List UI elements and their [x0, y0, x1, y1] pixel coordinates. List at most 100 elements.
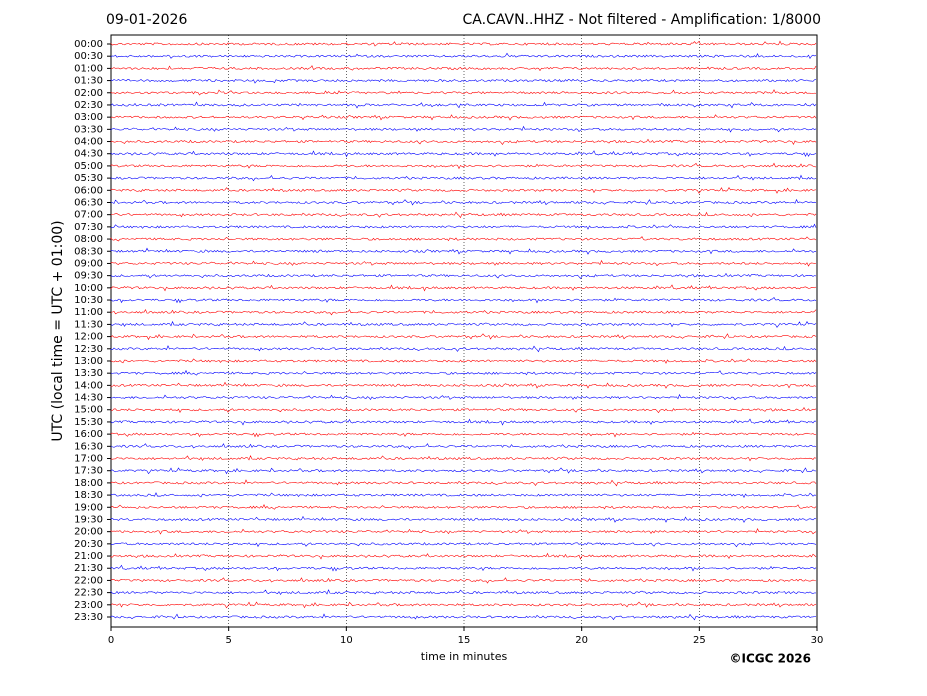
trace	[110, 601, 817, 609]
y-tick-label: 05:00	[74, 161, 103, 172]
trace	[110, 162, 817, 170]
trace	[110, 467, 817, 475]
y-tick-label: 13:30	[74, 368, 103, 379]
y-tick-label: 10:30	[74, 295, 103, 306]
y-tick-label: 09:30	[74, 271, 103, 282]
x-tick-label: 25	[693, 635, 706, 646]
y-tick-label: 03:30	[74, 124, 103, 135]
y-tick-label: 19:30	[74, 514, 103, 525]
trace	[110, 552, 817, 560]
trace	[110, 455, 817, 462]
trace	[110, 504, 817, 510]
trace	[110, 381, 817, 389]
trace	[110, 308, 817, 316]
y-tick-label: 15:00	[74, 405, 103, 416]
y-tick-label: 03:00	[74, 112, 103, 123]
trace	[110, 515, 817, 523]
trace	[110, 78, 817, 84]
y-tick-label: 01:30	[74, 76, 103, 87]
trace	[110, 40, 817, 47]
y-tick-label: 17:00	[74, 454, 103, 465]
trace	[110, 333, 817, 341]
y-tick-label: 15:30	[74, 417, 103, 428]
trace	[110, 345, 817, 353]
trace	[110, 358, 817, 364]
x-tick-label: 10	[340, 635, 353, 646]
y-tick-label: 00:00	[74, 39, 103, 50]
y-tick-label: 20:30	[74, 539, 103, 550]
y-tick-label: 00:30	[74, 51, 103, 62]
trace	[110, 186, 817, 194]
trace	[110, 528, 817, 535]
y-tick-label: 23:30	[74, 612, 103, 623]
trace	[110, 320, 817, 328]
y-axis-label: UTC (local time = UTC + 01:00)	[50, 220, 66, 441]
y-tick-label: 07:00	[74, 210, 103, 221]
chart-title: 09-01-2026	[106, 12, 187, 28]
chart-subtitle: CA.CAVN..HHZ - Not filtered - Amplificat…	[463, 12, 821, 28]
trace	[110, 211, 817, 219]
y-tick-label: 22:00	[74, 575, 103, 586]
trace	[110, 284, 817, 292]
y-tick-label: 02:00	[74, 88, 103, 99]
trace	[110, 542, 817, 548]
trace	[110, 125, 817, 133]
y-tick-label: 10:00	[74, 283, 103, 294]
y-tick-label: 20:00	[74, 527, 103, 538]
trace	[110, 65, 817, 72]
y-tick-label: 12:00	[74, 332, 103, 343]
trace	[110, 492, 817, 499]
trace	[110, 174, 817, 182]
x-tick-label: 30	[811, 635, 824, 646]
trace	[110, 272, 817, 280]
y-tick-label: 08:00	[74, 234, 103, 245]
trace	[110, 247, 817, 255]
trace	[110, 406, 817, 414]
y-tick-label: 01:00	[74, 63, 103, 74]
y-tick-label: 14:30	[74, 393, 103, 404]
trace	[110, 101, 817, 109]
y-tick-label: 21:30	[74, 563, 103, 574]
trace	[110, 296, 817, 304]
x-axis-label: time in minutes	[421, 650, 508, 663]
copyright: ©ICGC 2026	[729, 652, 811, 666]
trace	[110, 150, 817, 158]
x-tick-label: 20	[575, 635, 588, 646]
y-tick-label: 04:30	[74, 149, 103, 160]
trace	[110, 443, 817, 450]
trace	[110, 236, 817, 242]
trace	[110, 114, 817, 121]
y-tick-label: 12:30	[74, 344, 103, 355]
trace	[110, 223, 817, 230]
plot-frame	[110, 34, 818, 628]
y-tick-label: 18:30	[74, 490, 103, 501]
y-tick-label: 07:30	[74, 222, 103, 233]
y-tick-label: 11:30	[74, 319, 103, 330]
y-tick-label: 14:00	[74, 380, 103, 391]
y-tick-label: 08:30	[74, 246, 103, 257]
trace	[110, 431, 817, 438]
trace	[110, 138, 817, 146]
x-tick-label: 5	[225, 635, 231, 646]
trace	[110, 89, 817, 96]
y-tick-label: 11:00	[74, 307, 103, 318]
trace	[110, 479, 817, 487]
y-tick-label: 22:30	[74, 588, 103, 599]
x-tick-label: 0	[108, 635, 114, 646]
y-tick-label: 16:30	[74, 441, 103, 452]
trace	[110, 589, 817, 596]
trace	[110, 564, 817, 572]
trace	[110, 393, 817, 401]
y-tick-label: 21:00	[74, 551, 103, 562]
y-tick-label: 06:30	[74, 197, 103, 208]
y-tick-label: 23:00	[74, 600, 103, 611]
y-tick-label: 06:00	[74, 185, 103, 196]
y-tick-label: 04:00	[74, 137, 103, 148]
y-tick-label: 19:00	[74, 502, 103, 513]
trace	[110, 418, 817, 426]
y-tick-label: 05:30	[74, 173, 103, 184]
trace	[110, 259, 817, 267]
y-tick-label: 16:00	[74, 429, 103, 440]
y-tick-label: 18:00	[74, 478, 103, 489]
